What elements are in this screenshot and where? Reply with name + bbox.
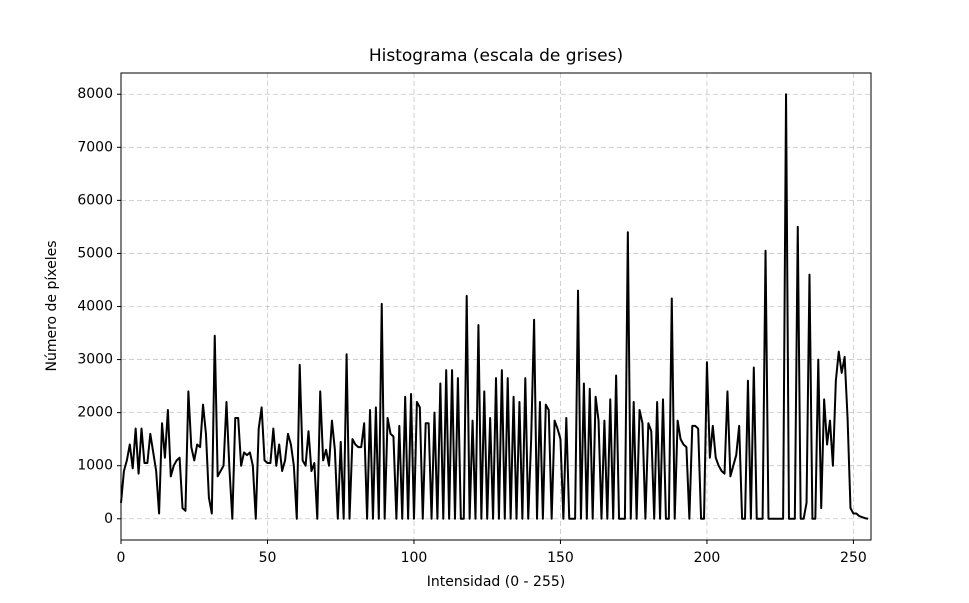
data-line [120,93,869,520]
x-tick-label: 0 [117,550,126,566]
plot-frame [120,72,872,541]
y-tick-label: 0 [104,511,113,527]
y-tick-label: 5000 [77,245,113,261]
y-tick-label: 1000 [77,458,113,474]
y-tick-label: 4000 [77,299,113,315]
y-axis-label: Número de píxeles [44,240,60,371]
x-tick-label: 50 [259,550,277,566]
y-tick-label: 6000 [77,192,113,208]
y-tick-label: 7000 [77,139,113,155]
y-tick-label: 8000 [77,86,113,102]
x-axis-label: Intensidad (0 - 255) [427,574,565,590]
x-tick-label: 100 [401,550,428,566]
x-tick-label: 200 [694,550,721,566]
x-tick-label: 250 [840,550,867,566]
y-tick-label: 3000 [77,352,113,368]
x-tick-label: 150 [547,550,574,566]
chart-title: Histograma (escala de grises) [369,46,623,66]
y-tick-label: 2000 [77,405,113,421]
